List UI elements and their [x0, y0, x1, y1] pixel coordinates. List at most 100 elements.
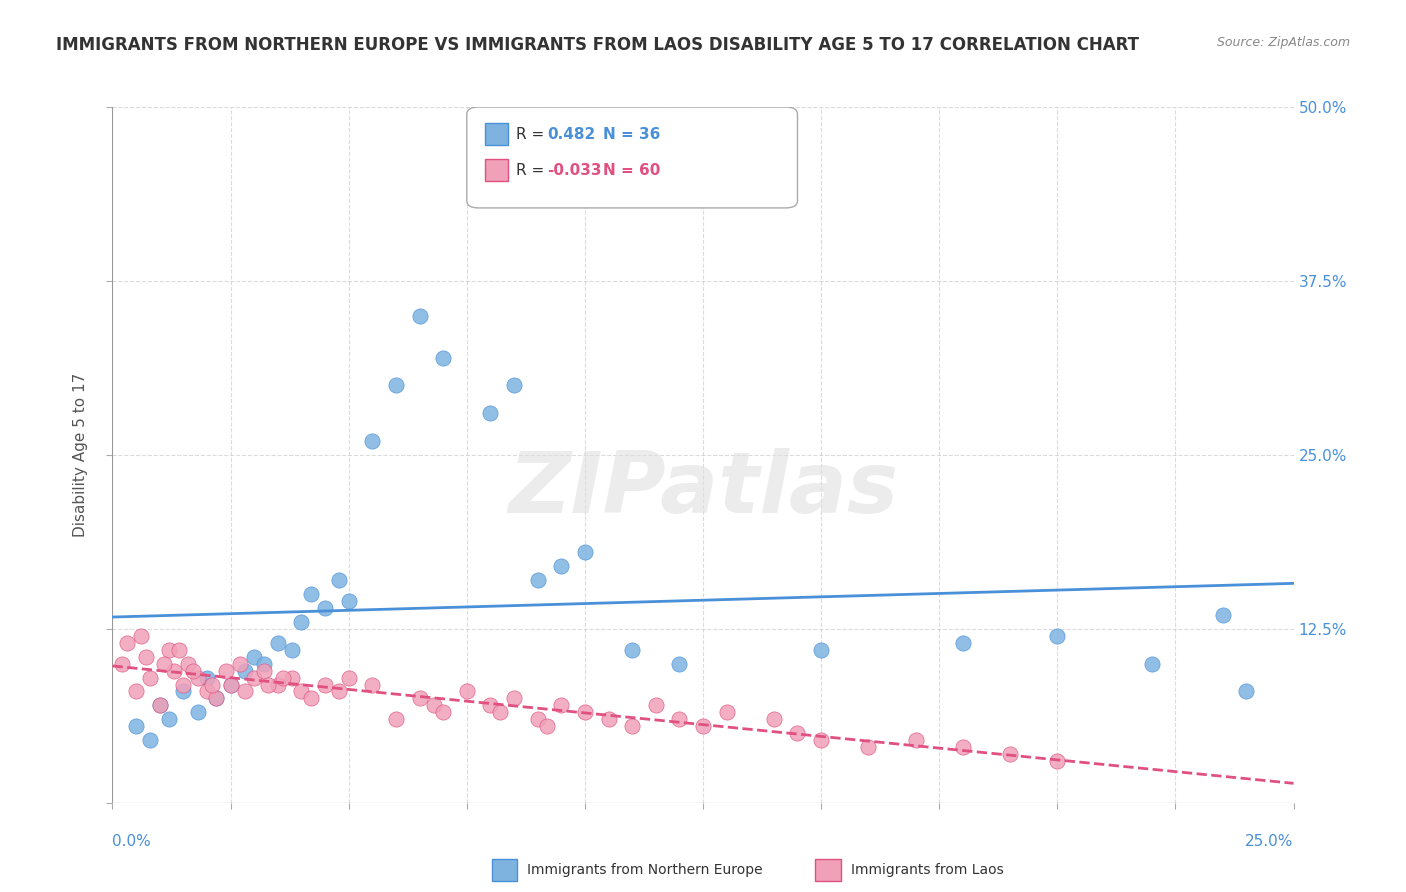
Point	[952, 636, 974, 650]
Text: R =: R =	[516, 127, 550, 142]
Point	[299, 691, 322, 706]
Point	[135, 649, 157, 664]
Point	[361, 677, 384, 691]
Text: 0.482: 0.482	[547, 127, 595, 142]
Point	[385, 712, 408, 726]
Point	[205, 691, 228, 706]
Text: IMMIGRANTS FROM NORTHERN EUROPE VS IMMIGRANTS FROM LAOS DISABILITY AGE 5 TO 17 C: IMMIGRANTS FROM NORTHERN EUROPE VS IMMIG…	[56, 36, 1139, 54]
Point	[328, 684, 350, 698]
Point	[172, 677, 194, 691]
Point	[550, 559, 572, 574]
Point	[290, 615, 312, 629]
Point	[157, 712, 180, 726]
Point	[621, 642, 644, 657]
Point	[186, 706, 208, 720]
Point	[153, 657, 176, 671]
Point	[337, 594, 360, 608]
Text: ZIPatlas: ZIPatlas	[508, 448, 898, 532]
Point	[115, 636, 138, 650]
Point	[408, 691, 430, 706]
Point	[281, 671, 304, 685]
Point	[125, 684, 148, 698]
Point	[526, 573, 548, 587]
Point	[408, 309, 430, 323]
Point	[271, 671, 294, 685]
Point	[598, 712, 620, 726]
Point	[186, 671, 208, 685]
Point	[668, 657, 690, 671]
Point	[810, 642, 832, 657]
Point	[432, 706, 454, 720]
Text: Immigrants from Northern Europe: Immigrants from Northern Europe	[527, 863, 763, 877]
Point	[1234, 684, 1257, 698]
Point	[267, 636, 290, 650]
Text: R =: R =	[516, 163, 550, 178]
Point	[157, 642, 180, 657]
Point	[177, 657, 200, 671]
Point	[125, 719, 148, 733]
Point	[195, 671, 218, 685]
Point	[361, 434, 384, 448]
Point	[489, 706, 512, 720]
Point	[668, 712, 690, 726]
Point	[149, 698, 172, 713]
Point	[716, 706, 738, 720]
Bar	[485, 123, 508, 145]
Point	[129, 629, 152, 643]
Point	[215, 664, 238, 678]
Point	[621, 719, 644, 733]
Y-axis label: Disability Age 5 to 17: Disability Age 5 to 17	[73, 373, 89, 537]
Point	[290, 684, 312, 698]
Text: Immigrants from Laos: Immigrants from Laos	[851, 863, 1004, 877]
Point	[574, 706, 596, 720]
Point	[181, 664, 204, 678]
Point	[201, 677, 224, 691]
Point	[1046, 629, 1069, 643]
Point	[163, 664, 186, 678]
Point	[503, 378, 526, 392]
Point	[692, 719, 714, 733]
Point	[229, 657, 252, 671]
Point	[233, 684, 256, 698]
Point	[786, 726, 808, 740]
Point	[314, 601, 336, 615]
Point	[479, 406, 502, 420]
Text: Source: ZipAtlas.com: Source: ZipAtlas.com	[1216, 36, 1350, 49]
Point	[281, 642, 304, 657]
Point	[1046, 754, 1069, 768]
Point	[205, 691, 228, 706]
Point	[253, 664, 276, 678]
Text: -0.033: -0.033	[547, 163, 602, 178]
Bar	[485, 159, 508, 181]
Point	[219, 677, 242, 691]
Point	[299, 587, 322, 601]
Point	[149, 698, 172, 713]
Point	[422, 698, 444, 713]
Point	[1140, 657, 1163, 671]
Point	[762, 712, 785, 726]
Point	[998, 747, 1021, 761]
Point	[858, 740, 880, 755]
Point	[536, 719, 558, 733]
Text: N = 36: N = 36	[603, 127, 659, 142]
Point	[337, 671, 360, 685]
Point	[257, 677, 280, 691]
Point	[574, 545, 596, 559]
Point	[195, 684, 218, 698]
Point	[479, 698, 502, 713]
Point	[952, 740, 974, 755]
Point	[243, 649, 266, 664]
Text: 25.0%: 25.0%	[1246, 834, 1294, 849]
Point	[550, 698, 572, 713]
Point	[1212, 607, 1234, 622]
Point	[111, 657, 134, 671]
Point	[219, 677, 242, 691]
Point	[456, 684, 478, 698]
Point	[810, 733, 832, 747]
Point	[243, 671, 266, 685]
Point	[644, 698, 666, 713]
Point	[503, 691, 526, 706]
Point	[526, 712, 548, 726]
Point	[267, 677, 290, 691]
Point	[139, 733, 162, 747]
